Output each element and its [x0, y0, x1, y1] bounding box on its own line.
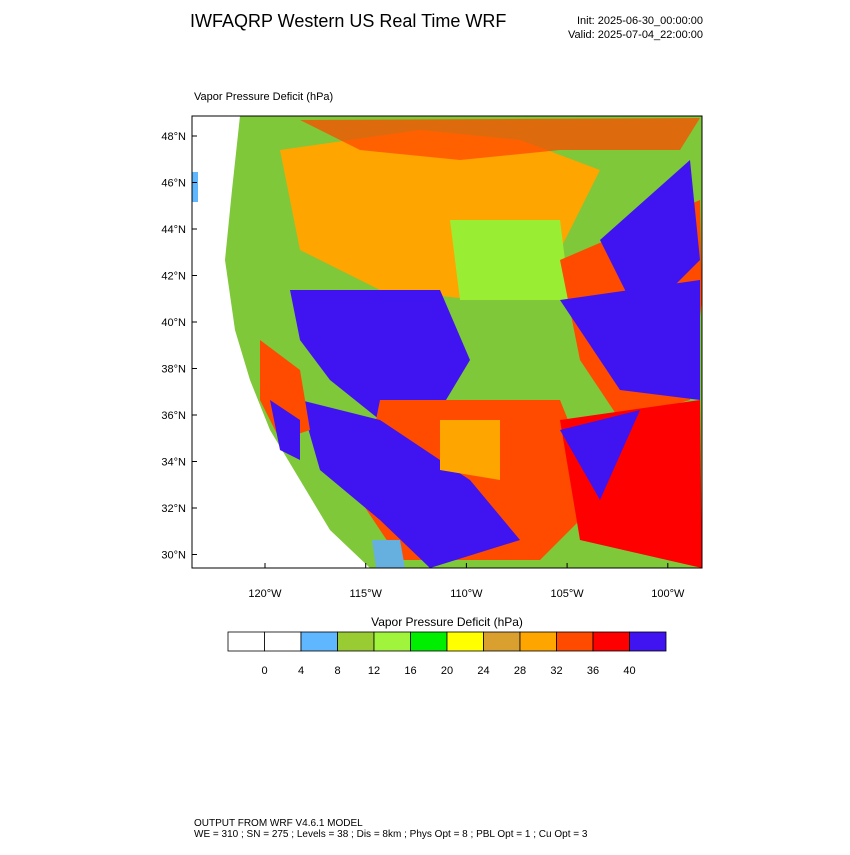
- colorbar-label: 32: [550, 665, 562, 677]
- lat-label: 44°N: [161, 224, 186, 236]
- colorbar-box: [337, 631, 375, 652]
- colorbar-box: [629, 631, 667, 652]
- colorbar-label: 4: [298, 665, 304, 677]
- colorbar-label: 12: [368, 665, 380, 677]
- map-frame: [191, 115, 703, 569]
- lon-label: 100°W: [651, 588, 685, 600]
- colorbar-box: [483, 631, 521, 652]
- lat-label: 34°N: [161, 457, 186, 469]
- colorbar-box: [300, 631, 338, 652]
- colorbar-label: 0: [261, 665, 267, 677]
- title: IWFAQRP Western US Real Time WRF: [190, 11, 506, 31]
- colorbar-label: 40: [623, 665, 635, 677]
- lon-labels: 120°W 115°W 110°W 105°W 100°W: [248, 563, 685, 600]
- valid-time: Valid: 2025-07-04_22:00:00: [568, 29, 703, 41]
- colorbar-box: [373, 631, 411, 652]
- colorbar: 0 4 8 12 16 20 24 28 32 36 40: [227, 631, 667, 677]
- lat-label: 40°N: [161, 317, 186, 329]
- colorbar-label: 24: [477, 665, 489, 677]
- lat-label: 32°N: [161, 503, 186, 515]
- colorbar-label: 16: [404, 665, 416, 677]
- init-time: Init: 2025-06-30_00:00:00: [577, 15, 703, 27]
- colorbar-label: 28: [514, 665, 526, 677]
- colorbar-box: [446, 631, 484, 652]
- lat-label: 46°N: [161, 178, 186, 190]
- lat-label: 30°N: [161, 550, 186, 562]
- lon-label: 110°W: [450, 588, 483, 600]
- lon-label: 105°W: [551, 588, 585, 600]
- colorbar-box: [519, 631, 557, 652]
- map-field: [192, 116, 702, 568]
- footer-line: WE = 310 ; SN = 275 ; Levels = 38 ; Dis …: [194, 829, 588, 840]
- lat-label: 48°N: [161, 131, 186, 143]
- colorbar-box: [592, 631, 630, 652]
- lat-label: 38°N: [161, 364, 186, 376]
- lat-labels: 48°N 46°N 44°N 42°N 40°N 38°N 36°N 34°N 32°N 30°N: [161, 131, 197, 562]
- colorbar-box: [227, 631, 265, 652]
- colorbar-box: [410, 631, 448, 652]
- lat-label: 36°N: [161, 410, 186, 422]
- map-label: Vapor Pressure Deficit (hPa): [194, 91, 333, 103]
- colorbar-label: 20: [441, 665, 453, 677]
- lon-label: 120°W: [248, 588, 282, 600]
- colorbar-box: [264, 631, 302, 652]
- colorbar-label: 36: [587, 665, 599, 677]
- footer-line: OUTPUT FROM WRF V4.6.1 MODEL: [194, 818, 363, 829]
- lat-label: 42°N: [161, 271, 186, 283]
- colorbar-label: 8: [334, 665, 340, 677]
- colorbar-title: Vapor Pressure Deficit (hPa): [371, 615, 523, 629]
- colorbar-box: [556, 631, 594, 652]
- lon-label: 115°W: [350, 588, 383, 600]
